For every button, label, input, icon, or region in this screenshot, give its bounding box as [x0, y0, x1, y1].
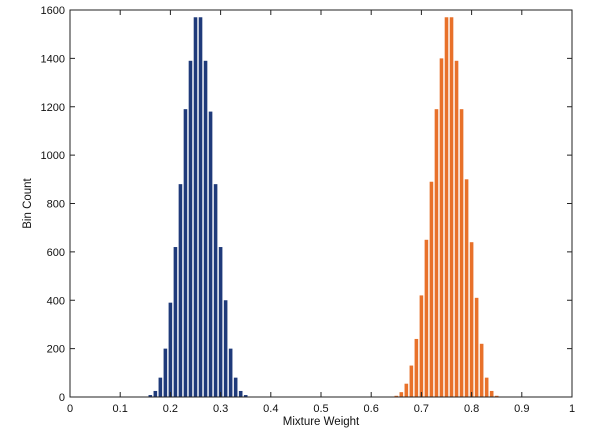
- bar-series-1-11: [199, 17, 203, 397]
- x-tick-label-8: 0.8: [464, 403, 479, 415]
- y-tick-label-2: 400: [47, 295, 65, 307]
- bar-series-2-8: [435, 109, 439, 397]
- bar-series-2-7: [430, 182, 434, 397]
- bar-series-1-15: [219, 247, 223, 397]
- x-tick-label-3: 0.3: [213, 403, 228, 415]
- x-tick-label-9: 0.9: [514, 403, 529, 415]
- x-tick-label-0: 0: [67, 403, 73, 415]
- bar-series-2-4: [415, 339, 419, 397]
- x-tick-label-4: 0.4: [263, 403, 278, 415]
- plot-background: [70, 10, 572, 397]
- x-tick-label-6: 0.6: [364, 403, 379, 415]
- bar-series-2-14: [465, 179, 469, 397]
- bar-series-2-12: [455, 61, 459, 397]
- bar-series-1-17: [229, 349, 233, 397]
- bar-series-1-8: [184, 109, 188, 397]
- bar-series-2-18: [485, 378, 489, 397]
- bar-series-1-3: [159, 378, 163, 397]
- bar-series-1-16: [224, 300, 228, 397]
- y-tick-label-7: 1400: [41, 53, 65, 65]
- y-tick-label-5: 1000: [41, 150, 65, 162]
- bar-series-1-2: [154, 391, 158, 397]
- bar-series-1-13: [209, 112, 213, 397]
- bar-series-2-6: [425, 240, 429, 397]
- bar-series-2-5: [420, 295, 424, 397]
- bar-series-1-9: [189, 61, 193, 397]
- bar-series-1-10: [194, 17, 198, 397]
- bar-series-2-15: [470, 242, 474, 397]
- bar-series-1-7: [179, 184, 183, 397]
- bar-series-2-17: [480, 344, 484, 397]
- y-axis-label: Bin Count: [22, 177, 34, 228]
- bar-series-1-18: [234, 378, 238, 397]
- x-axis-label: Mixture Weight: [283, 416, 360, 428]
- bar-series-2-9: [440, 58, 444, 397]
- bar-series-1-4: [164, 349, 168, 397]
- bar-series-1-5: [169, 303, 173, 397]
- bar-series-2-16: [475, 298, 479, 397]
- bar-series-2-3: [410, 366, 414, 397]
- y-tick-label-6: 1200: [41, 102, 65, 114]
- bar-series-2-10: [445, 17, 449, 397]
- x-tick-label-10: 1: [569, 403, 575, 415]
- y-tick-label-1: 200: [47, 344, 65, 356]
- x-tick-label-1: 0.1: [113, 403, 128, 415]
- x-tick-label-2: 0.2: [163, 403, 178, 415]
- y-tick-label-3: 600: [47, 247, 65, 259]
- x-tick-label-7: 0.7: [414, 403, 429, 415]
- bar-series-2-2: [405, 384, 409, 397]
- y-tick-label-8: 1600: [41, 5, 65, 17]
- x-tick-label-5: 0.5: [313, 403, 328, 415]
- bar-series-2-19: [490, 391, 494, 397]
- bar-series-1-19: [239, 391, 243, 397]
- bar-series-2-13: [460, 109, 464, 397]
- bar-series-1-14: [214, 184, 218, 397]
- bar-series-2-11: [450, 17, 454, 397]
- bar-series-2-1: [400, 392, 404, 397]
- y-tick-label-0: 0: [59, 392, 65, 404]
- bar-series-1-6: [174, 247, 178, 397]
- bar-series-1-12: [204, 61, 208, 397]
- y-tick-label-4: 800: [47, 199, 65, 211]
